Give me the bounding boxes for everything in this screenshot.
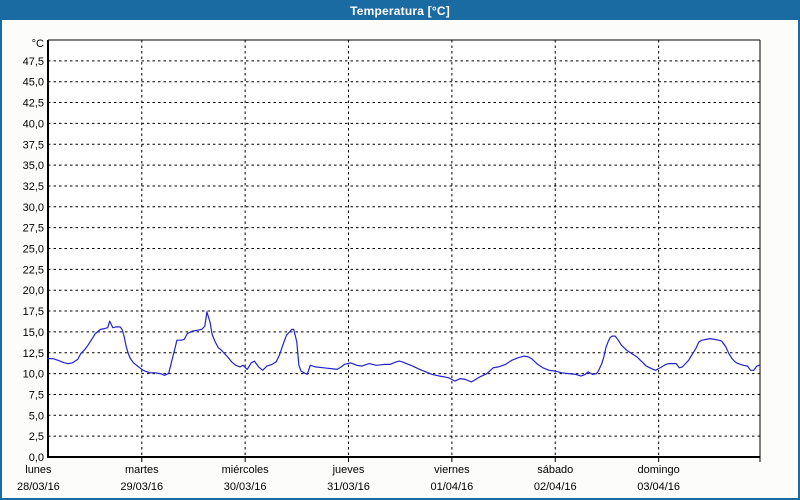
y-tick-label: 10,0 [23,369,44,381]
x-date-label: 31/03/16 [327,481,370,493]
y-tick-label: 0,0 [29,452,44,464]
x-date-label: 01/04/16 [430,481,473,493]
x-day-label: lunes [25,464,52,476]
y-tick-label: 5,0 [29,410,44,422]
temperature-line [47,311,760,383]
y-tick-label: 20,0 [23,285,44,297]
y-tick-label: 2,5 [29,431,44,443]
y-tick-label: 17,5 [23,306,44,318]
y-tick-label: 25,0 [23,244,44,256]
x-day-label: martes [125,464,159,476]
x-date-label: 02/04/16 [534,481,577,493]
x-date-label: 03/04/16 [637,481,680,493]
x-day-label: viernes [434,464,470,476]
x-date-label: 30/03/16 [224,481,267,493]
y-tick-label: 37,5 [23,139,44,151]
y-tick-label: 22,5 [23,264,44,276]
y-tick-label: 32,5 [23,181,44,193]
temperature-chart: 0,0 2,5 5,0 7,5 10,0 12,5 15,0 17,5 20,0 22,5 25,0… [17,38,761,493]
plot-background [48,40,760,457]
y-tick-label: 30,0 [23,202,44,214]
y-tick-label: 47,5 [23,56,44,68]
y-tick-label: 7,5 [29,389,44,401]
y-axis-unit-label: °C [32,38,44,50]
y-tick-label: 27,5 [23,223,44,235]
x-date-label: 29/03/16 [120,481,163,493]
y-tick-label: 40,0 [23,118,44,130]
x-date-label: 28/03/16 [17,481,60,493]
window-title-bar[interactable]: Temperatura [°C] [2,2,798,20]
y-tick-label: 45,0 [23,77,44,89]
x-day-label: miércoles [222,464,270,476]
y-tick-label: 42,5 [23,98,44,110]
x-day-label: sábado [537,464,573,476]
x-day-label: domingo [638,464,680,476]
y-tick-label: 15,0 [23,327,44,339]
x-day-label: jueves [332,464,365,476]
y-tick-label: 35,0 [23,160,44,172]
y-tick-label: 12,5 [23,348,44,360]
chart-area: 0,0 2,5 5,0 7,5 10,0 12,5 15,0 17,5 20,0 22,5 25,0… [2,20,798,498]
window-title: Temperatura [°C] [350,4,450,18]
